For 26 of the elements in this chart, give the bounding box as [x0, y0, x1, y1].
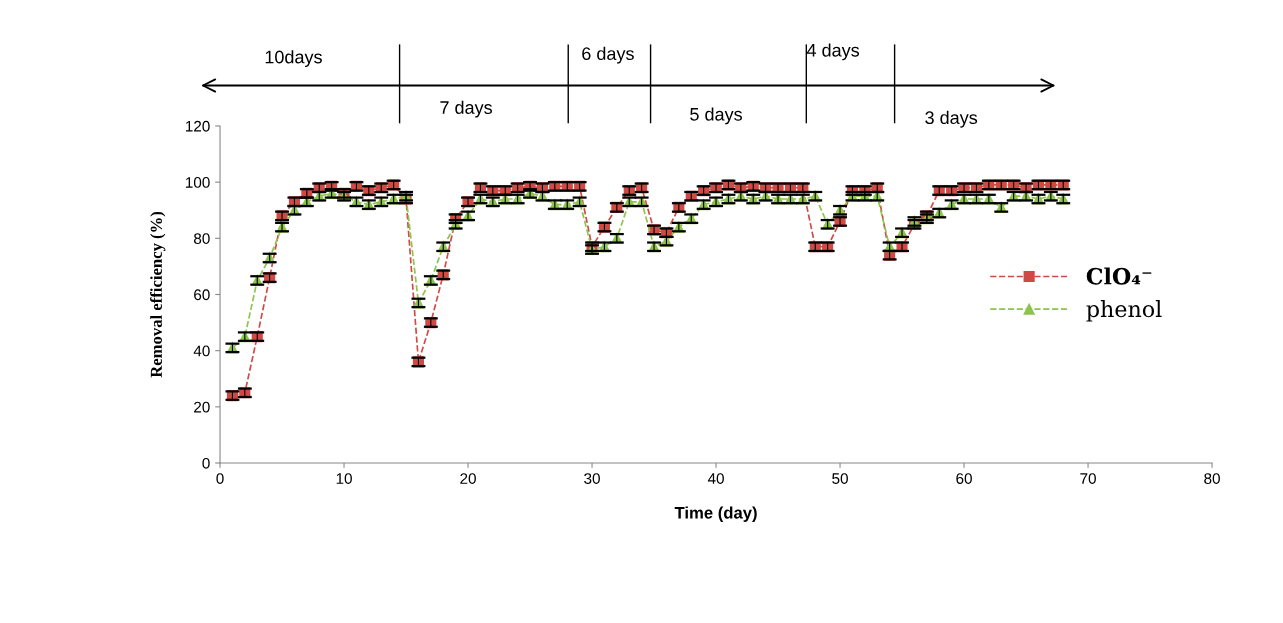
x-tick-label: 60: [956, 473, 972, 484]
text: 6 days: [582, 46, 634, 64]
y-tick-label: 80: [193, 233, 210, 244]
x-tick-label: 30: [584, 473, 600, 484]
x-tick-label: 0: [216, 473, 224, 484]
legend-label: ClO₄⁻: [1086, 267, 1152, 285]
y-tick-label: 0: [202, 457, 210, 469]
annotation: 3 days: [925, 110, 978, 128]
y-tick-label: 40: [193, 345, 210, 357]
text: 10days: [265, 50, 322, 67]
x-tick-label: 80: [1204, 473, 1220, 484]
x-tick-label: 50: [832, 473, 848, 484]
text: 5 days: [690, 107, 742, 125]
text: 7 days: [440, 100, 492, 118]
y-tick-label: 100: [185, 177, 210, 188]
x-axis-title: Time (day): [674, 506, 757, 522]
y-tick-label: 60: [194, 289, 210, 301]
text: 4 days: [806, 43, 860, 61]
x-tick-label: 40: [707, 473, 724, 484]
x-tick-label: 10: [336, 473, 352, 484]
x-tick-label: 20: [460, 473, 476, 484]
y-axis-title: Removal efficiency (%): [150, 211, 166, 378]
x-tick-label: 70: [1080, 473, 1096, 484]
y-tick-label: 120: [185, 120, 210, 132]
y-tick-label: 20: [194, 401, 210, 413]
legend-label: phenol: [1086, 300, 1162, 322]
